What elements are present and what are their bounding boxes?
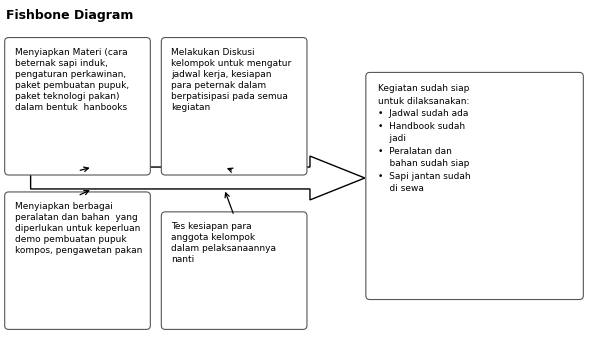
Polygon shape (31, 156, 365, 200)
Text: Kegiatan sudah siap
untuk dilaksanakan:
•  Jadwal sudah ada
•  Handbook sudah
  : Kegiatan sudah siap untuk dilaksanakan: … (378, 84, 470, 193)
Text: Menyiapkan Materi (cara
beternak sapi induk,
pengaturan perkawinan,
paket pembua: Menyiapkan Materi (cara beternak sapi in… (15, 47, 129, 112)
Text: Menyiapkan berbagai
peralatan dan bahan  yang
diperlukan untuk keperluan
demo pe: Menyiapkan berbagai peralatan dan bahan … (15, 202, 142, 255)
Text: Melakukan Diskusi
kelompok untuk mengatur
jadwal kerja, kesiapan
para peternak d: Melakukan Diskusi kelompok untuk mengatu… (171, 47, 292, 112)
Text: Tes kesiapan para
anggota kelompok
dalam pelaksanaannya
nanti: Tes kesiapan para anggota kelompok dalam… (171, 222, 276, 264)
FancyBboxPatch shape (162, 212, 307, 329)
FancyBboxPatch shape (5, 192, 150, 329)
FancyBboxPatch shape (5, 37, 150, 175)
FancyBboxPatch shape (162, 37, 307, 175)
Text: Fishbone Diagram: Fishbone Diagram (6, 9, 133, 22)
FancyBboxPatch shape (366, 72, 583, 299)
